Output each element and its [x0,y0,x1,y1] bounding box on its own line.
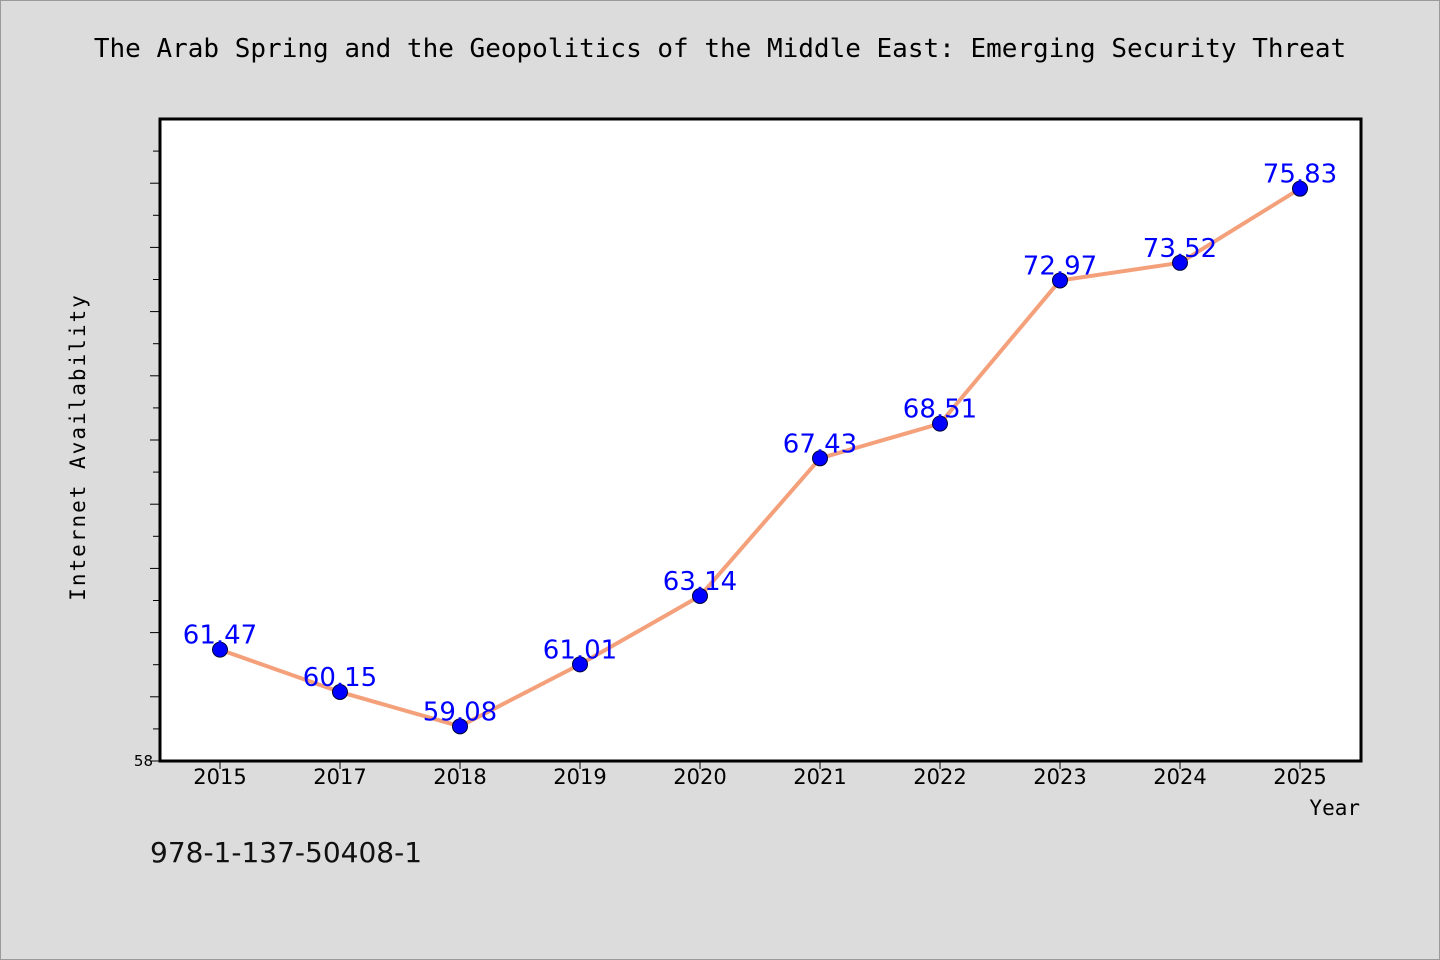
x-tick-label: 2020 [673,765,726,789]
y-axis-ticks: 58 [134,150,160,770]
x-tick-label: 2024 [1153,765,1206,789]
x-tick-label: 2025 [1273,765,1326,789]
data-label: 75.83 [1263,160,1337,190]
x-axis-ticks: 2015 2017 2018 2019 2020 2021 2022 2023 2024 2025 [193,761,1327,789]
data-point [1292,180,1308,197]
data-point [812,450,828,467]
x-tick-label: 2022 [913,765,966,789]
series-line [218,186,1302,729]
data-label: 63.14 [663,567,737,597]
data-label: 60.15 [303,663,377,693]
data-value-labels: 61.47 60.15 59.08 61.01 63.14 67.43 68.51 72.97… [183,160,1337,728]
data-label: 61.01 [543,635,617,665]
data-label: 59.08 [423,697,497,727]
data-label: 73.52 [1143,234,1217,264]
x-tick-label: 2018 [433,765,486,789]
plot-area [158,117,1363,763]
x-tick-label: 2017 [313,765,366,789]
data-point [692,588,708,605]
data-point [1172,254,1188,271]
data-point [452,718,468,735]
x-tick-label: 2019 [553,765,606,789]
y-axis-label: Internet Availability [66,293,90,601]
data-point [212,641,228,658]
data-markers [212,180,1308,735]
data-label: 72.97 [1023,251,1097,281]
chart-title: The Arab Spring and the Geopolitics of t… [93,34,1347,64]
x-tick-label: 2023 [1033,765,1086,789]
isbn-footer: 978-1-137-50408-1 [150,836,423,869]
data-point [332,683,348,700]
y-tick-label: 58 [134,752,153,770]
x-tick-label: 2015 [193,765,246,789]
data-point [572,656,588,673]
data-point [932,415,948,432]
data-label: 67.43 [783,429,857,459]
x-axis-label: Year [1309,796,1360,820]
data-label: 68.51 [903,395,977,425]
data-point [1052,272,1068,289]
data-label: 61.47 [183,621,257,651]
x-tick-label: 2021 [793,765,846,789]
